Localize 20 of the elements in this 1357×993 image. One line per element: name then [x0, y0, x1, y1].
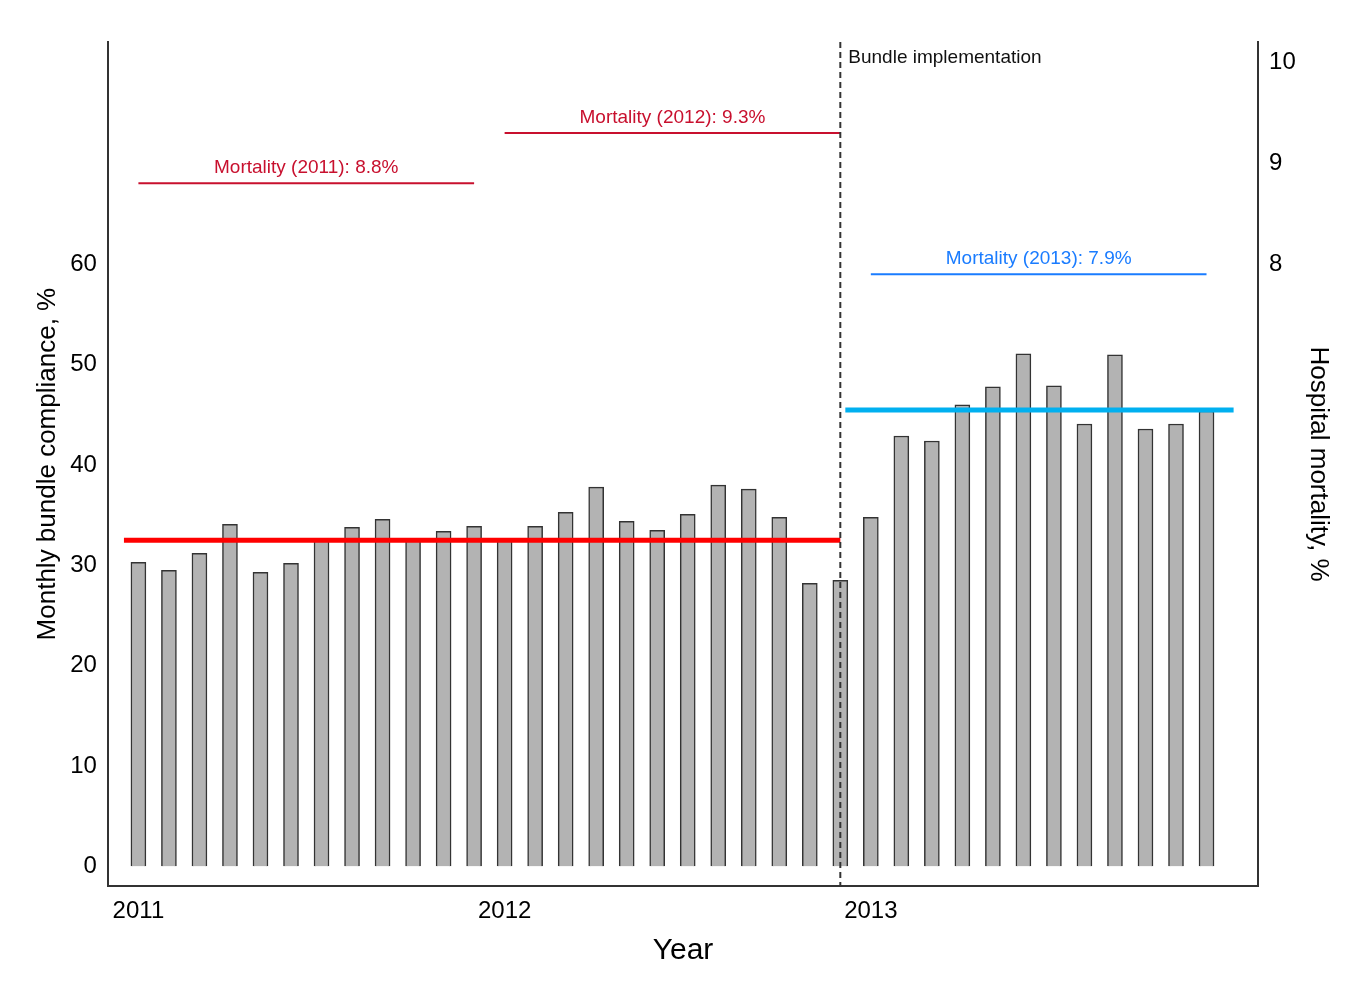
series-label: Mortality (2012): 9.3%	[579, 105, 766, 127]
series-label: Mortality (2013): 7.9%	[945, 246, 1132, 268]
y-axis-title: Monthly bundle compliance, %	[30, 287, 61, 641]
y2-tick-label: 10	[1269, 46, 1296, 74]
y-tick-label: 60	[70, 249, 97, 277]
y-tick-label: 50	[70, 349, 97, 377]
y-tick-label: 40	[70, 449, 97, 477]
x-tick-label: 2011	[112, 896, 165, 924]
y2-tick-label: 8	[1269, 248, 1283, 276]
y2-tick-label: 9	[1269, 147, 1283, 175]
x-axis-title: Year	[652, 932, 714, 966]
x-tick-label: 2012	[477, 896, 532, 924]
ref-line-label: Bundle implementation	[848, 45, 1042, 67]
y-tick-label: 30	[70, 549, 97, 577]
x-tick-label: 2013	[844, 896, 898, 924]
y-tick-label: 20	[70, 650, 97, 678]
y-tick-label: 0	[83, 850, 97, 878]
y-tick-label: 10	[70, 750, 97, 778]
series-label: Mortality (2011): 8.8%	[214, 156, 399, 178]
y2-axis-title: Hospital mortality, %	[1305, 346, 1336, 582]
